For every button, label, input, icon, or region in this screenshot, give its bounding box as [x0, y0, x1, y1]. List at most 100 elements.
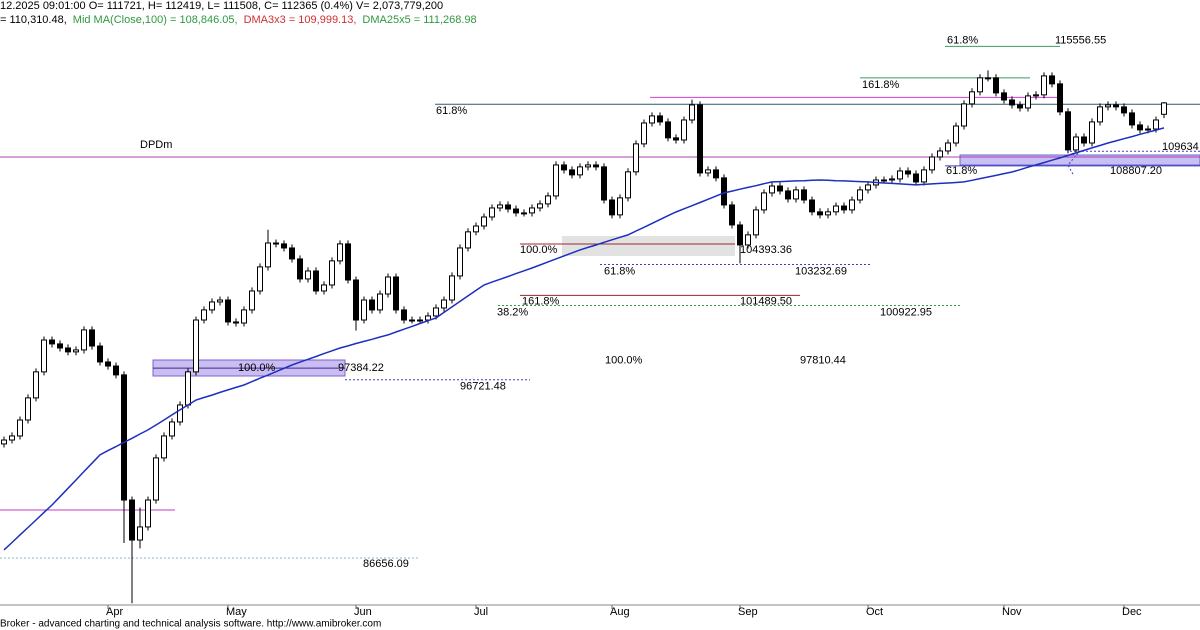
candle-body — [369, 299, 375, 311]
footer: Broker - advanced charting and technical… — [0, 619, 381, 630]
candle-body — [169, 421, 175, 437]
candle-body — [833, 205, 839, 213]
candle-body — [121, 374, 127, 501]
candle-body — [673, 137, 679, 141]
candle-body — [153, 457, 159, 501]
level-price: 104393.36 — [740, 244, 792, 256]
candle-body — [985, 77, 991, 80]
candle-body — [97, 345, 103, 363]
candle-body — [337, 243, 343, 262]
level-label: DPDm — [140, 139, 172, 151]
candle-body — [177, 404, 183, 423]
candle-body — [993, 77, 999, 94]
candle-body — [201, 309, 207, 321]
candle-body — [329, 260, 335, 286]
candle-body — [545, 195, 551, 205]
candle-body — [649, 115, 655, 124]
candle-body — [161, 435, 167, 459]
level-price: 108807.20 — [1110, 165, 1162, 177]
candle-body — [745, 234, 751, 246]
candle-body — [81, 329, 87, 351]
candle-body — [921, 169, 927, 183]
candle-body — [1057, 83, 1063, 113]
x-tick-label: Sep — [738, 606, 758, 618]
level-label: 38.2% — [497, 306, 528, 318]
candle-body — [761, 192, 767, 211]
candle-body — [969, 91, 975, 105]
level-price: 97810.44 — [800, 354, 846, 366]
candle-body — [17, 419, 23, 437]
candle-body — [465, 231, 471, 249]
candle-body — [857, 189, 863, 201]
candle-body — [1081, 136, 1087, 144]
candle-body — [505, 204, 511, 210]
candle-body — [705, 169, 711, 174]
candle-body — [409, 319, 415, 322]
indicator: DMA25x5 = 111,268.98 — [362, 14, 476, 26]
candle-body — [769, 185, 775, 194]
candle-body — [953, 125, 959, 144]
candle-body — [753, 209, 759, 236]
fib-zone — [562, 236, 735, 256]
candle-body — [1137, 124, 1143, 131]
candle-body — [945, 142, 951, 152]
fib-zone — [959, 154, 1200, 166]
candle-body — [689, 104, 695, 121]
candle-body — [345, 243, 351, 281]
candle-body — [217, 299, 223, 303]
level-price: 97384.22 — [338, 362, 384, 374]
candle-body — [137, 526, 143, 541]
candle-body — [657, 115, 663, 123]
level-label: 100.0% — [520, 244, 558, 256]
level-price: 103232.69 — [795, 265, 847, 277]
candle-body — [1049, 75, 1055, 85]
candle-body — [1113, 104, 1119, 108]
candle-body — [497, 204, 503, 209]
level-label: 100.0% — [605, 354, 643, 366]
candle-body — [665, 121, 671, 139]
candle-body — [449, 275, 455, 301]
indicator: Mid MA(Close,100) = 108,846.05, — [73, 14, 238, 26]
candle-body — [233, 321, 239, 324]
candle-body — [697, 104, 703, 174]
level-label: 61.8% — [604, 265, 635, 277]
candle-body — [1121, 106, 1127, 114]
candle-body — [193, 319, 199, 373]
candle-body — [353, 279, 359, 321]
candle-body — [241, 309, 247, 324]
candle-body — [585, 164, 591, 168]
candle-body — [377, 293, 383, 311]
candle-body — [185, 371, 191, 406]
level-label: 161.8% — [522, 295, 560, 307]
candle-body — [1089, 121, 1095, 144]
candle-body — [809, 199, 815, 213]
candle-body — [825, 211, 831, 216]
candle-body — [1, 439, 7, 445]
x-tick-label: Nov — [1002, 606, 1022, 618]
candle-body — [361, 299, 367, 321]
candle-body — [321, 284, 327, 292]
candle-body — [129, 499, 135, 541]
candle-body — [113, 365, 119, 376]
candle-body — [49, 339, 55, 345]
candle-body — [937, 150, 943, 158]
candle-body — [785, 190, 791, 200]
candle-body — [33, 371, 39, 399]
candle-body — [281, 243, 287, 249]
candle-body — [905, 170, 911, 175]
candle-body — [961, 103, 967, 127]
candle-body — [537, 203, 543, 209]
candle-body — [793, 189, 799, 200]
candle-body — [801, 189, 807, 201]
candle-body — [473, 225, 479, 233]
candle-body — [1065, 111, 1071, 151]
candle-body — [1025, 95, 1031, 109]
candle-body — [865, 184, 871, 191]
candle-body — [513, 208, 519, 214]
candle-body — [481, 216, 487, 227]
x-tick-label: Jul — [474, 606, 488, 618]
level-price: 96721.48 — [460, 381, 506, 393]
